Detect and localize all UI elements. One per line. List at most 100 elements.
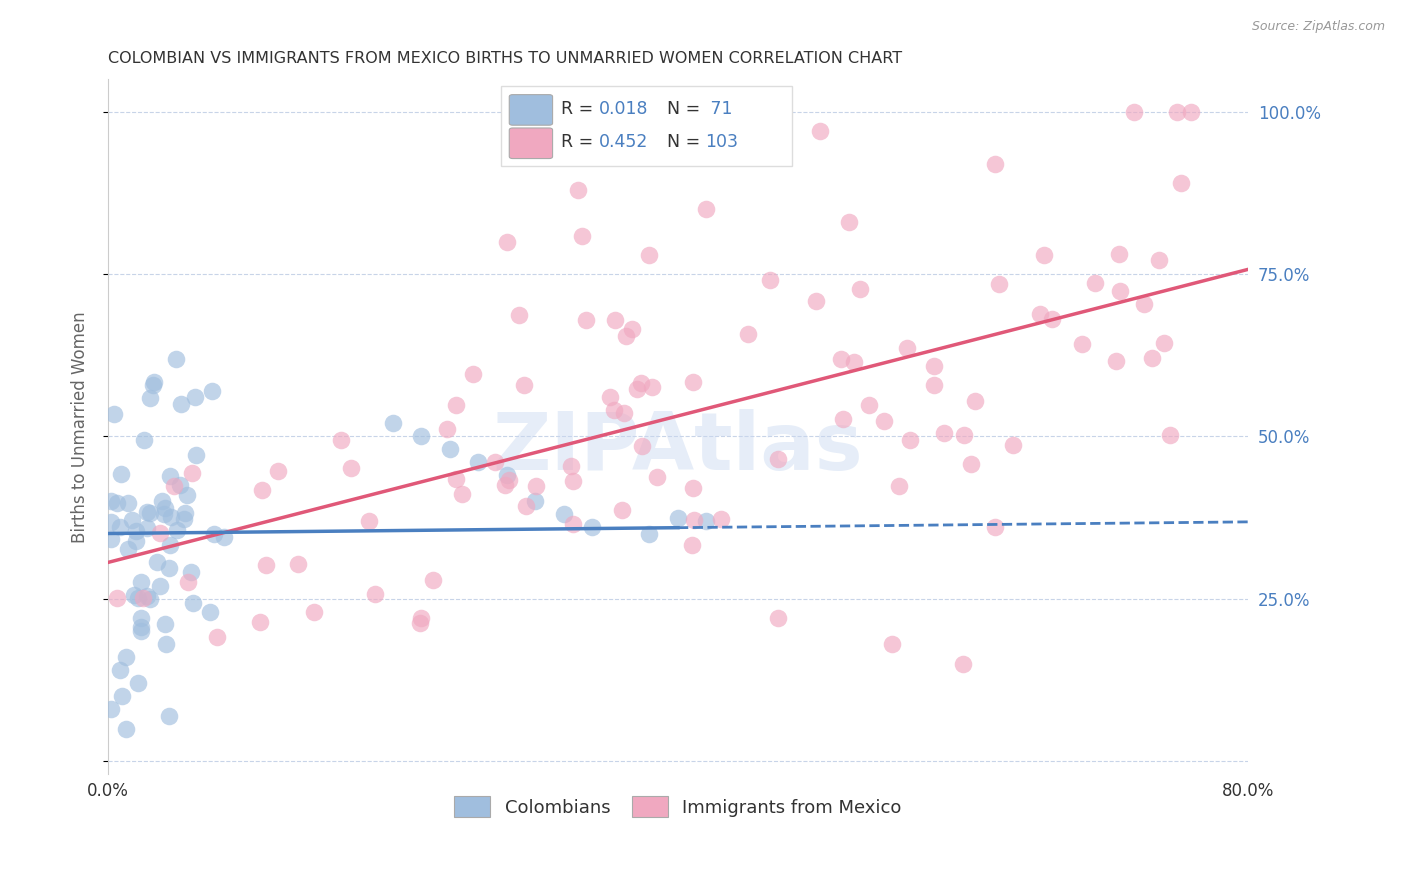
Point: [422, 573, 444, 587]
Point: [177, 575, 200, 590]
Point: [131, 591, 153, 605]
Text: N =: N =: [666, 133, 706, 151]
Point: [111, 690, 134, 704]
Text: N =: N =: [666, 100, 706, 118]
Point: [155, 501, 177, 516]
Point: [146, 555, 169, 569]
Point: [115, 650, 138, 665]
Point: [180, 467, 202, 481]
Point: [575, 312, 598, 326]
Text: ZIPAtlas: ZIPAtlas: [492, 409, 863, 486]
Point: [1166, 104, 1188, 119]
Point: [136, 521, 159, 535]
Point: [266, 464, 288, 478]
Point: [508, 308, 530, 322]
Point: [1123, 104, 1146, 119]
Point: [149, 526, 172, 541]
Point: [198, 605, 221, 619]
Point: [858, 398, 880, 412]
Point: [984, 157, 1007, 171]
Point: [963, 394, 986, 409]
Point: [439, 442, 461, 457]
Point: [695, 514, 717, 528]
Point: [953, 427, 976, 442]
Point: [131, 575, 153, 590]
Point: [339, 461, 361, 475]
Point: [681, 538, 703, 552]
Point: [1105, 354, 1128, 368]
Point: [205, 631, 228, 645]
Point: [108, 519, 131, 533]
Text: Source: ZipAtlas.com: Source: ZipAtlas.com: [1251, 20, 1385, 33]
Point: [553, 508, 575, 522]
Point: [142, 375, 165, 389]
Point: [737, 326, 759, 341]
Point: [496, 235, 519, 249]
Point: [1147, 252, 1170, 267]
Point: [467, 455, 489, 469]
Text: 0.018: 0.018: [599, 100, 648, 118]
Text: COLOMBIAN VS IMMIGRANTS FROM MEXICO BIRTHS TO UNMARRIED WOMEN CORRELATION CHART: COLOMBIAN VS IMMIGRANTS FROM MEXICO BIRT…: [108, 51, 903, 66]
Point: [254, 558, 277, 572]
Point: [496, 468, 519, 483]
Point: [638, 247, 661, 261]
Point: [599, 390, 621, 404]
Point: [768, 452, 790, 467]
Point: [174, 506, 197, 520]
Point: [127, 676, 149, 690]
Point: [932, 426, 955, 441]
Point: [682, 481, 704, 495]
Point: [838, 215, 860, 229]
Point: [1033, 248, 1056, 262]
Point: [683, 513, 706, 527]
Point: [170, 397, 193, 411]
Point: [630, 376, 652, 391]
Point: [444, 398, 467, 412]
Point: [1159, 427, 1181, 442]
Point: [105, 591, 128, 606]
Point: [1180, 104, 1202, 119]
Point: [181, 596, 204, 610]
Point: [117, 541, 139, 556]
Point: [463, 368, 485, 382]
Point: [129, 624, 152, 639]
Point: [849, 282, 872, 296]
Point: [1029, 307, 1052, 321]
Point: [638, 527, 661, 541]
Point: [138, 391, 160, 405]
Point: [287, 558, 309, 572]
Point: [1001, 438, 1024, 452]
Point: [924, 359, 946, 374]
Point: [710, 512, 733, 526]
Point: [562, 474, 585, 488]
Point: [1142, 351, 1164, 365]
Text: 71: 71: [706, 100, 733, 118]
Point: [631, 439, 654, 453]
Point: [121, 512, 143, 526]
Point: [409, 615, 432, 630]
Point: [842, 355, 865, 369]
Point: [153, 508, 176, 522]
Point: [560, 458, 582, 473]
Point: [249, 615, 271, 630]
Point: [166, 523, 188, 537]
Point: [127, 591, 149, 606]
Point: [613, 406, 636, 420]
Point: [202, 527, 225, 541]
Point: [1108, 285, 1130, 299]
Point: [562, 516, 585, 531]
Point: [603, 402, 626, 417]
Point: [155, 637, 177, 651]
Point: [898, 434, 921, 448]
Point: [605, 313, 627, 327]
Point: [183, 390, 205, 404]
Point: [149, 579, 172, 593]
Point: [513, 377, 536, 392]
Point: [484, 455, 506, 469]
Point: [640, 379, 662, 393]
Point: [524, 479, 547, 493]
Point: [160, 510, 183, 524]
Point: [952, 657, 974, 671]
Point: [567, 183, 589, 197]
Text: R =: R =: [561, 100, 599, 118]
